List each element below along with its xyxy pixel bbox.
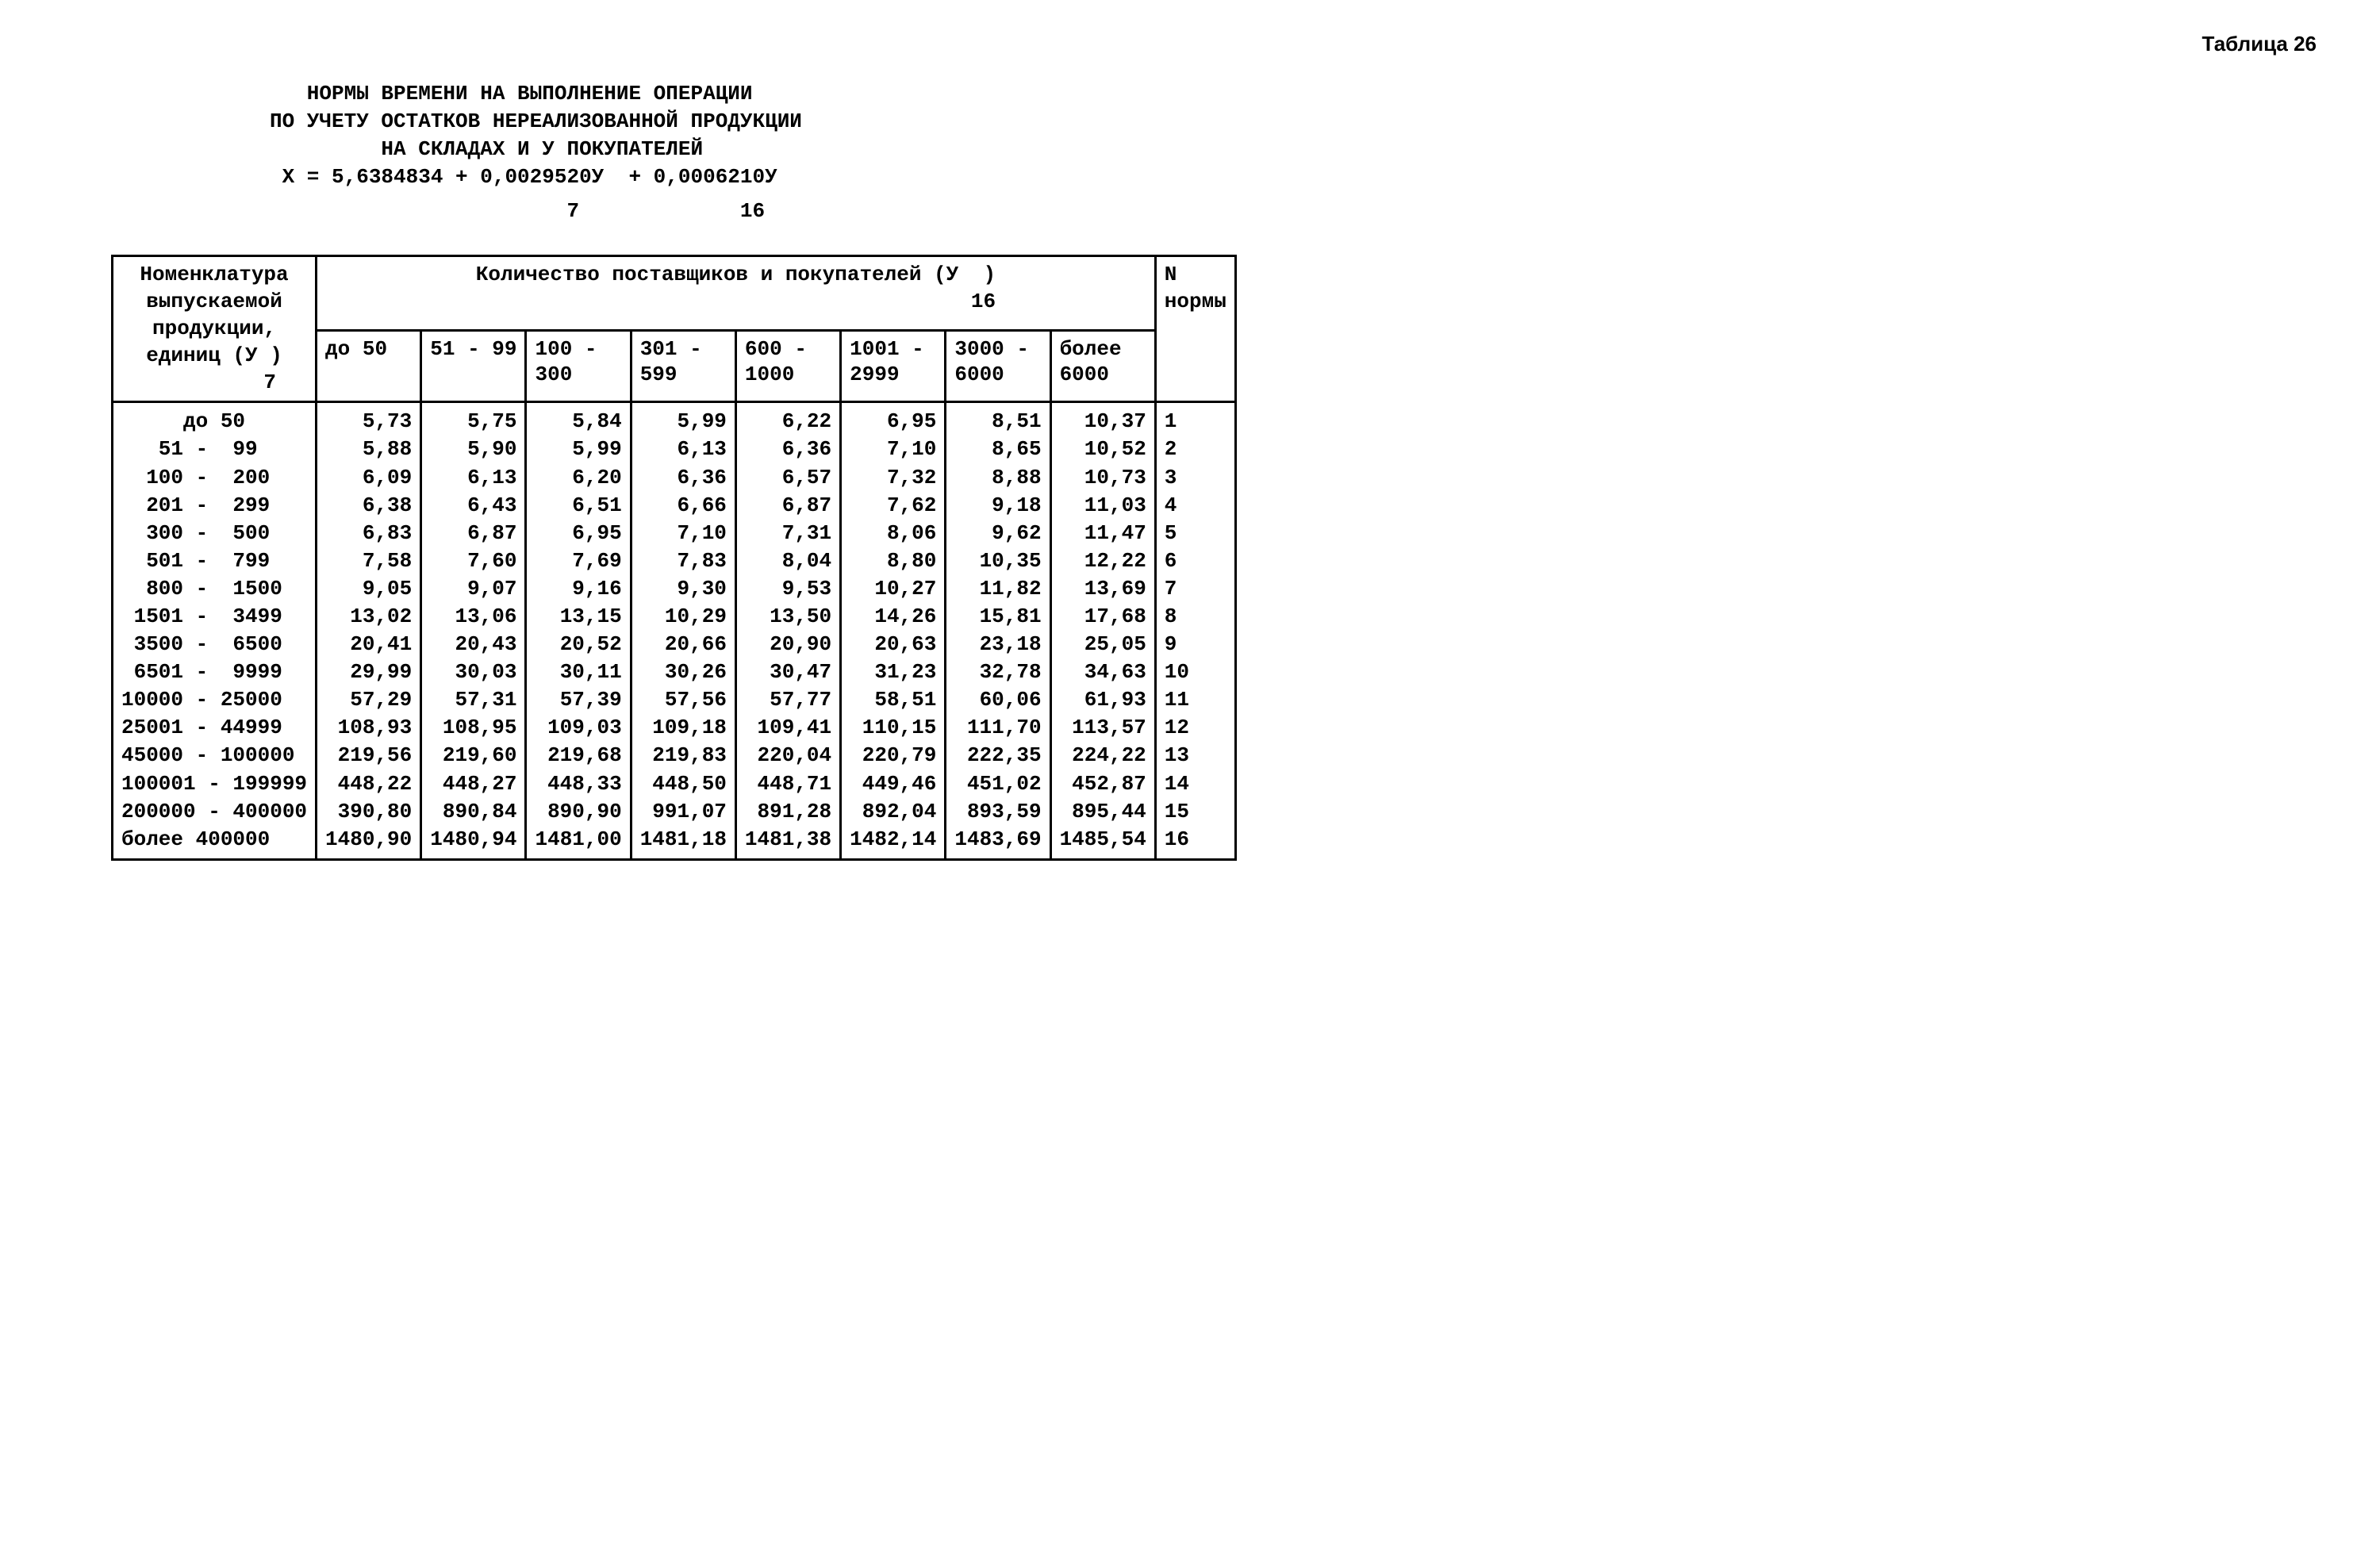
title-subscripts: 7 16: [270, 199, 2332, 223]
col-header: 301 - 599: [631, 330, 735, 402]
data-col: 6,22 6,36 6,57 6,87 7,31 8,04 9,53 13,50…: [735, 402, 840, 860]
norms-cell: 1 2 3 4 5 6 7 8 9 10 11 12 13 14 15 16: [1155, 402, 1235, 860]
page-label: Таблица 26: [48, 32, 2332, 56]
data-col: 5,73 5,88 6,09 6,38 6,83 7,58 9,05 13,02…: [317, 402, 421, 860]
col-header: более 6000: [1050, 330, 1155, 402]
data-col: 8,51 8,65 8,88 9,18 9,62 10,35 11,82 15,…: [946, 402, 1050, 860]
col-header: до 50: [317, 330, 421, 402]
group-header: Количество поставщиков и покупателей (У …: [317, 256, 1156, 330]
row-labels-cell: до 50 51 - 99 100 - 200 201 - 299 300 - …: [113, 402, 317, 860]
data-col: 5,84 5,99 6,20 6,51 6,95 7,69 9,16 13,15…: [526, 402, 631, 860]
col-header: 3000 - 6000: [946, 330, 1050, 402]
col-header: 600 - 1000: [735, 330, 840, 402]
data-col: 6,95 7,10 7,32 7,62 8,06 8,80 10,27 14,2…: [841, 402, 946, 860]
col-header: 1001 - 2999: [841, 330, 946, 402]
data-col: 10,37 10,52 10,73 11,03 11,47 12,22 13,6…: [1050, 402, 1155, 860]
col-header: 51 - 99: [421, 330, 526, 402]
row-header: Номенклатура выпускаемой продукции, един…: [113, 256, 317, 402]
col-header: 100 - 300: [526, 330, 631, 402]
title-block: НОРМЫ ВРЕМЕНИ НА ВЫПОЛНЕНИЕ ОПЕРАЦИИ ПО …: [270, 80, 2332, 191]
data-col: 5,75 5,90 6,13 6,43 6,87 7,60 9,07 13,06…: [421, 402, 526, 860]
norm-header: N нормы: [1155, 256, 1235, 402]
norms-table: Номенклатура выпускаемой продукции, един…: [111, 255, 1237, 860]
table-body-row: до 50 51 - 99 100 - 200 201 - 299 300 - …: [113, 402, 1236, 860]
data-col: 5,99 6,13 6,36 6,66 7,10 7,83 9,30 10,29…: [631, 402, 735, 860]
